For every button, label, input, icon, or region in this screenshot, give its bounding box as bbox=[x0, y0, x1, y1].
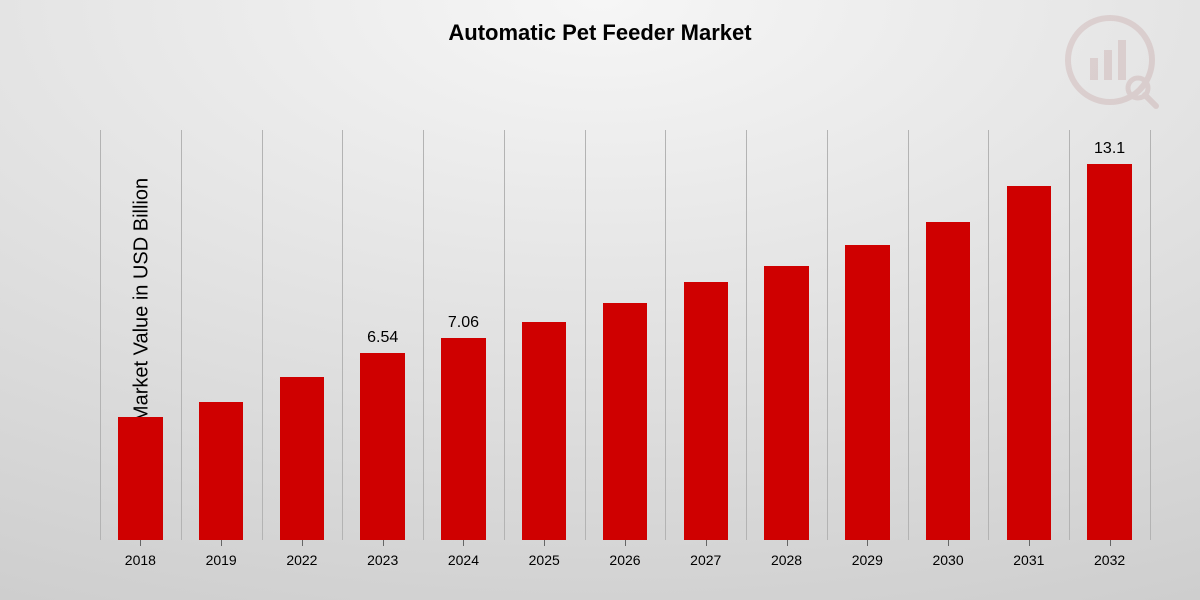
gridline bbox=[665, 130, 666, 540]
chart-container: Automatic Pet Feeder Market Market Value… bbox=[0, 0, 1200, 600]
gridline bbox=[181, 130, 182, 540]
gridline bbox=[262, 130, 263, 540]
x-axis-label: 2022 bbox=[262, 552, 343, 568]
bar bbox=[603, 303, 647, 540]
gridline bbox=[1150, 130, 1151, 540]
bar bbox=[199, 402, 243, 540]
x-axis-label: 2029 bbox=[827, 552, 908, 568]
bar bbox=[684, 282, 728, 540]
bar bbox=[1087, 164, 1131, 540]
gridline bbox=[908, 130, 909, 540]
gridline bbox=[827, 130, 828, 540]
bar bbox=[280, 377, 324, 540]
watermark-logo-icon bbox=[1060, 10, 1160, 110]
x-axis-label: 2030 bbox=[908, 552, 989, 568]
chart-title: Automatic Pet Feeder Market bbox=[0, 20, 1200, 46]
bar bbox=[522, 322, 566, 540]
x-tick bbox=[463, 540, 464, 546]
x-tick bbox=[867, 540, 868, 546]
bar bbox=[926, 222, 970, 540]
x-tick bbox=[787, 540, 788, 546]
bars-wrap: 6.54 7.06 13.1 bbox=[100, 130, 1150, 540]
x-tick bbox=[221, 540, 222, 546]
x-tick bbox=[383, 540, 384, 546]
x-axis-label: 2032 bbox=[1069, 552, 1150, 568]
gridline bbox=[988, 130, 989, 540]
bar bbox=[845, 245, 889, 540]
gridline bbox=[585, 130, 586, 540]
bar bbox=[1007, 186, 1051, 540]
bar-value-label: 6.54 bbox=[360, 329, 404, 347]
x-axis-label: 2026 bbox=[585, 552, 666, 568]
x-axis-label: 2025 bbox=[504, 552, 585, 568]
x-axis-label: 2024 bbox=[423, 552, 504, 568]
gridline bbox=[504, 130, 505, 540]
x-axis-label: 2027 bbox=[665, 552, 746, 568]
gridline bbox=[342, 130, 343, 540]
gridline bbox=[746, 130, 747, 540]
bar bbox=[764, 266, 808, 540]
bar-value-label: 7.06 bbox=[441, 314, 485, 332]
x-axis-label: 2028 bbox=[746, 552, 827, 568]
x-tick bbox=[948, 540, 949, 546]
x-axis-label: 2019 bbox=[181, 552, 262, 568]
x-tick bbox=[706, 540, 707, 546]
bar bbox=[441, 338, 485, 540]
x-tick bbox=[544, 540, 545, 546]
bar bbox=[360, 353, 404, 541]
gridline bbox=[1069, 130, 1070, 540]
bar bbox=[118, 417, 162, 540]
x-axis-label: 2023 bbox=[342, 552, 423, 568]
x-tick bbox=[302, 540, 303, 546]
x-tick bbox=[625, 540, 626, 546]
gridline bbox=[423, 130, 424, 540]
x-tick bbox=[1029, 540, 1030, 546]
x-tick bbox=[1110, 540, 1111, 546]
x-axis-label: 2018 bbox=[100, 552, 181, 568]
x-tick bbox=[140, 540, 141, 546]
gridline bbox=[100, 130, 101, 540]
plot-area: 6.547.0613.1 201820192022202320242025202… bbox=[100, 130, 1150, 540]
x-axis-label: 2031 bbox=[988, 552, 1069, 568]
bar-value-label: 13.1 bbox=[1087, 140, 1131, 158]
